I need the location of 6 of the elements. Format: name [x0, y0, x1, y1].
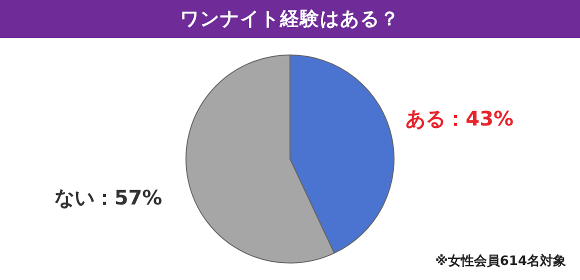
slice-label: ない [54, 185, 94, 210]
text: ※女性会員614名対象 [435, 252, 566, 270]
data-label: ：43% [446, 106, 514, 131]
data-label: ：57% [94, 185, 162, 210]
slice-label: ある [406, 106, 446, 131]
chart-title: ワンナイト経験はある？ [0, 0, 580, 38]
